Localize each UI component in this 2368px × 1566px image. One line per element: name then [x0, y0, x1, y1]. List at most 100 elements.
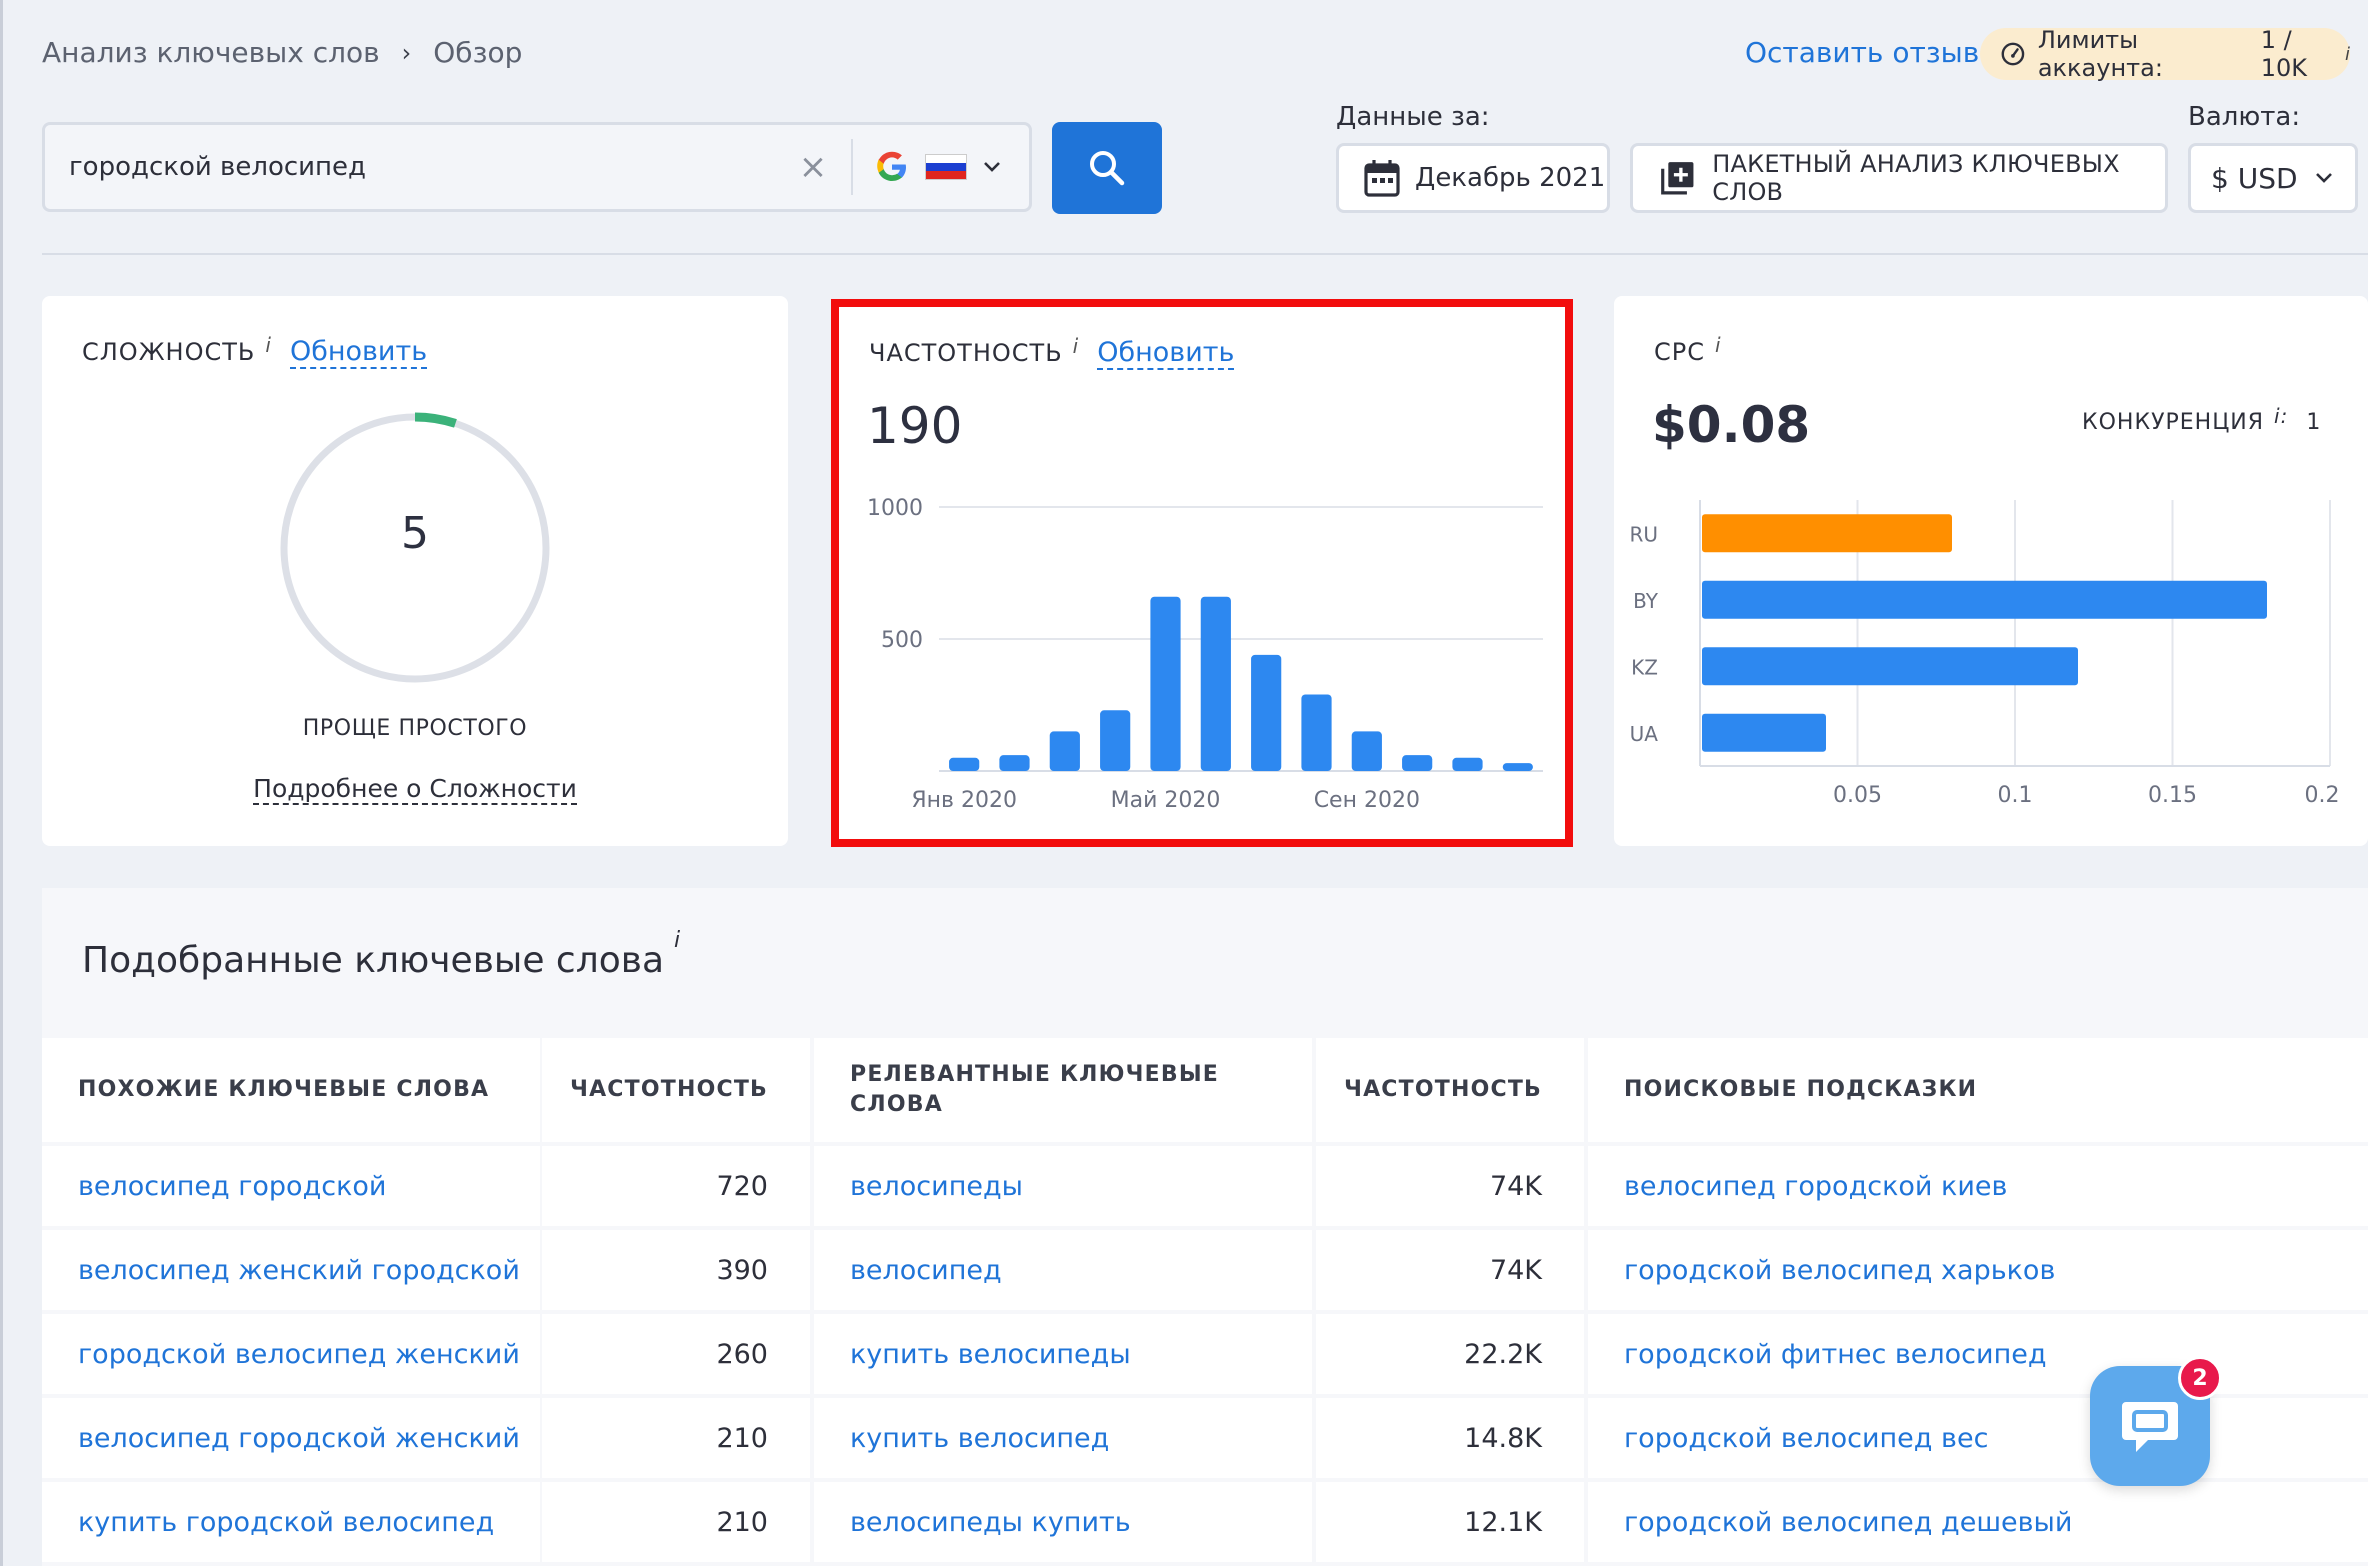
keyword-link[interactable]: велосипед городской киев — [1588, 1146, 2368, 1226]
cpc-bar-ua[interactable] — [1702, 713, 1826, 752]
volume-header: ЧАСТОТНОСТЬ i Обновить — [869, 334, 1235, 370]
volume-bar[interactable] — [1452, 757, 1483, 771]
info-icon[interactable]: i: — [2274, 404, 2289, 428]
search-icon — [1090, 151, 1125, 186]
info-icon[interactable]: i — [674, 928, 681, 953]
volume-bar[interactable] — [1100, 710, 1131, 771]
volume-bar[interactable] — [999, 755, 1030, 771]
search-input[interactable] — [45, 125, 783, 209]
difficulty-more-link[interactable]: Подробнее о Сложности — [253, 774, 577, 805]
keyword-link[interactable]: городской велосипед вес — [1588, 1398, 2368, 1478]
info-icon[interactable]: i — [1072, 334, 1080, 358]
add-list-icon — [1661, 162, 1694, 195]
volume-bar[interactable] — [1150, 596, 1181, 771]
cpc-bar-kz[interactable] — [1702, 647, 2078, 686]
volume-bar[interactable] — [1301, 694, 1332, 771]
keyword-link[interactable]: городской фитнес велосипед — [1588, 1314, 2368, 1394]
currency-value: $ USD — [2211, 161, 2298, 195]
keyword-link[interactable]: городской велосипед дешевый — [1588, 1482, 2368, 1562]
divider — [851, 139, 853, 195]
keyword-link[interactable]: велосипед городской — [42, 1146, 540, 1226]
x-tick-label: 0.1 — [1998, 783, 2033, 808]
volume-card: ЧАСТОТНОСТЬ i Обновить 190 1000 500 Янв 20… — [831, 299, 1573, 847]
batch-analysis-label: ПАКЕТНЫЙ АНАЛИЗ КЛЮЧЕВЫХ СЛОВ — [1712, 150, 2120, 206]
difficulty-score: 5 — [401, 508, 429, 559]
volume-cell: 210 — [542, 1482, 810, 1562]
y-tick-label: BY — [1633, 589, 1659, 613]
keyword-link[interactable]: городской велосипед харьков — [1588, 1230, 2368, 1310]
currency-select[interactable]: $ USD — [2188, 143, 2358, 213]
y-tick-label: 500 — [881, 628, 923, 653]
competition: КОНКУРЕНЦИЯ i: 1 — [2082, 404, 2322, 435]
x-tick-label: 0.05 — [1833, 783, 1882, 808]
search-button[interactable] — [1052, 122, 1162, 214]
highlight-frame — [831, 299, 1573, 847]
keyword-link[interactable]: велосипед городской женский — [42, 1398, 540, 1478]
difficulty-more-wrap: Подробнее о Сложности — [42, 774, 788, 805]
keyword-link[interactable]: городской велосипед женский — [42, 1314, 540, 1394]
data-for-label: Данные за: — [1336, 102, 1490, 132]
chevron-down-icon — [2316, 173, 2332, 183]
breadcrumb-current: Обзор — [433, 36, 523, 69]
difficulty-header: СЛОЖНОСТЬ i Обновить — [82, 333, 428, 369]
column-header[interactable]: ПОХОЖИЕ КЛЮЧЕВЫЕ СЛОВА — [42, 1038, 540, 1142]
keyword-link[interactable]: купить велосипед — [814, 1398, 1312, 1478]
cpc-chart: 0.05 0.1 0.15 0.2 RU BY KZ UA — [1629, 500, 2340, 808]
clear-icon[interactable]: × — [798, 147, 828, 187]
volume-refresh-link[interactable]: Обновить — [1097, 337, 1235, 370]
keyword-link[interactable]: велосипед женский городской — [42, 1230, 540, 1310]
search-box: × — [42, 122, 1032, 212]
column-header[interactable]: ЧАСТОТНОСТЬ — [1316, 1038, 1584, 1142]
volume-cell: 74K — [1316, 1230, 1584, 1310]
cpc-bar-ru[interactable] — [1702, 514, 1952, 553]
calendar-icon — [1364, 160, 1400, 197]
cpc-bar-by[interactable] — [1702, 580, 2267, 619]
y-tick-label: UA — [1630, 722, 1659, 746]
competition-label: КОНКУРЕНЦИЯ — [2082, 410, 2265, 435]
currency-label: Валюта: — [2188, 102, 2301, 132]
volume-bar[interactable] — [1502, 763, 1533, 771]
keywords-title: Подобранные ключевые слова i — [82, 928, 680, 981]
keyword-link[interactable]: купить велосипеды — [814, 1314, 1312, 1394]
limits-label: Лимиты аккаунта: — [2037, 26, 2163, 82]
keyword-link[interactable]: велосипеды купить — [814, 1482, 1312, 1562]
volume-cell: 260 — [542, 1314, 810, 1394]
account-limits[interactable]: Лимиты аккаунта: 1 / 10K i — [1980, 26, 2351, 82]
column-header[interactable]: ПОИСКОВЫЕ ПОДСКАЗКИ — [1588, 1038, 2368, 1142]
engine-region-select[interactable] — [875, 150, 1029, 184]
y-tick-label: RU — [1629, 522, 1658, 546]
x-tick-label: Сен 2020 — [1314, 788, 1420, 813]
volume-bar[interactable] — [1200, 596, 1231, 771]
keywords-title-text: Подобранные ключевые слова — [82, 940, 665, 981]
volume-cell: 74K — [1316, 1146, 1584, 1226]
volume-bar[interactable] — [1049, 731, 1080, 771]
keyword-link[interactable]: велосипед — [814, 1230, 1312, 1310]
left-edge — [0, 0, 3, 1566]
volume-cell: 210 — [542, 1398, 810, 1478]
gauge-icon — [2001, 42, 2025, 66]
column-header[interactable]: ЧАСТОТНОСТЬ — [542, 1038, 810, 1142]
batch-analysis-button[interactable]: ПАКЕТНЫЙ АНАЛИЗ КЛЮЧЕВЫХ СЛОВ — [1630, 143, 2168, 213]
keyword-link[interactable]: велосипеды — [814, 1146, 1312, 1226]
feedback-link[interactable]: Оставить отзыв — [1745, 36, 1980, 69]
breadcrumb: Анализ ключевых слов › Обзор — [42, 36, 522, 69]
info-icon[interactable]: i — [265, 333, 272, 357]
difficulty-title: СЛОЖНОСТЬ — [82, 338, 256, 366]
limits-value: 1 / 10K — [2260, 26, 2307, 82]
volume-bar[interactable] — [1351, 731, 1382, 771]
keyword-link[interactable]: купить городской велосипед — [42, 1482, 540, 1562]
volume-bar[interactable] — [949, 757, 980, 771]
competition-value: 1 — [2306, 410, 2322, 435]
breadcrumb-root[interactable]: Анализ ключевых слов — [42, 36, 380, 69]
volume-bar[interactable] — [1251, 654, 1282, 771]
info-icon[interactable]: i — [1715, 333, 1722, 357]
date-picker-button[interactable]: Декабрь 2021 — [1336, 143, 1610, 213]
difficulty-gauge — [279, 412, 551, 684]
difficulty-refresh-link[interactable]: Обновить — [289, 336, 428, 369]
column-header[interactable]: РЕЛЕВАНТНЫЕ КЛЮЧЕВЫЕ СЛОВА — [814, 1038, 1312, 1142]
info-icon[interactable]: i — [2345, 43, 2351, 65]
cpc-title: CPC — [1654, 338, 1705, 366]
cpc-card: CPC i $0.08 КОНКУРЕНЦИЯ i: 1 0.05 0.1 0.15… — [1614, 296, 2368, 846]
volume-bar[interactable] — [1402, 755, 1433, 771]
y-tick-label: KZ — [1631, 655, 1658, 679]
